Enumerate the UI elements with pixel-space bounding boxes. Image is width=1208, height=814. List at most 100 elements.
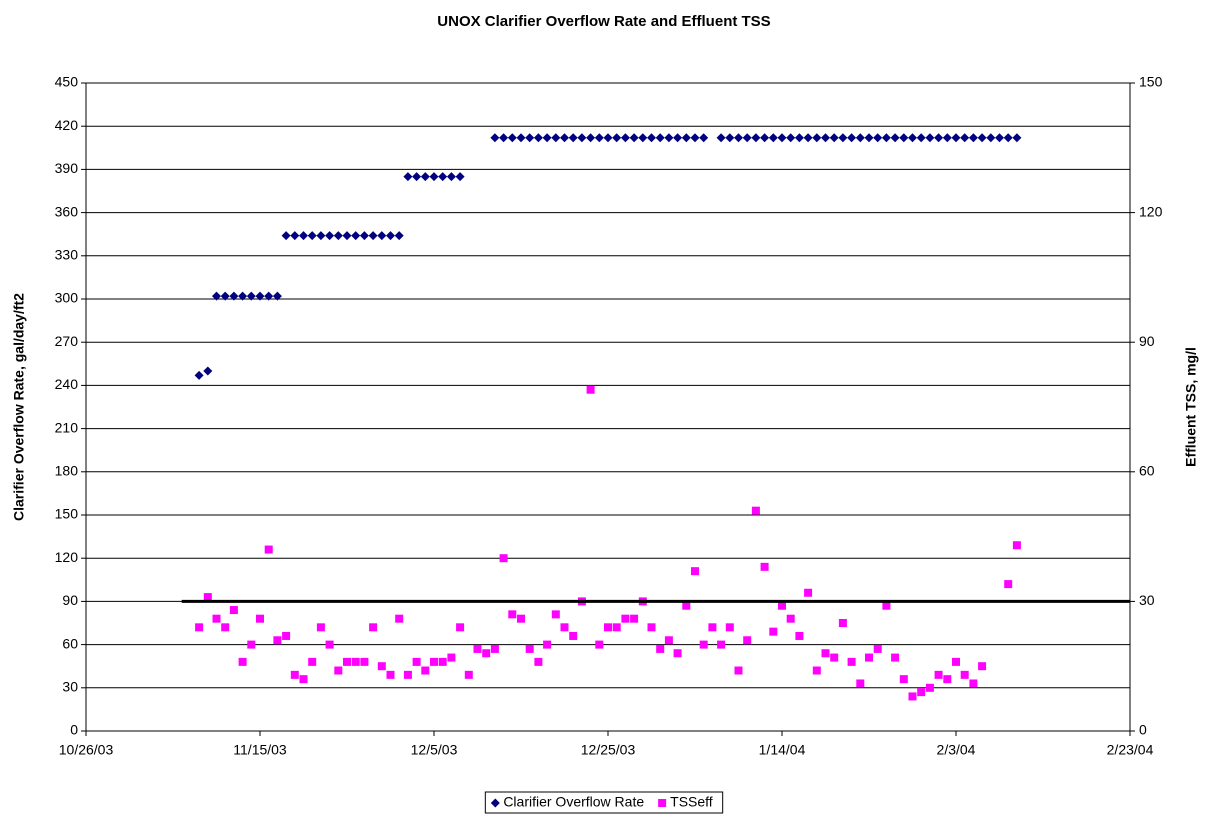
data-point xyxy=(517,614,525,623)
data-point xyxy=(977,133,987,143)
data-point xyxy=(664,636,673,645)
y-tick-label: 180 xyxy=(55,463,79,479)
data-point xyxy=(717,640,726,649)
data-point xyxy=(403,172,413,182)
data-point xyxy=(560,133,569,143)
data-point xyxy=(978,662,987,671)
data-point xyxy=(760,133,770,143)
data-point xyxy=(403,670,412,679)
data-point xyxy=(229,606,238,615)
data-point xyxy=(446,172,456,182)
data-point xyxy=(873,133,883,143)
data-point xyxy=(891,653,900,662)
data-point xyxy=(856,679,865,688)
data-point xyxy=(360,657,369,666)
data-point xyxy=(725,133,735,143)
data-point xyxy=(699,133,709,143)
data-point xyxy=(838,619,847,627)
data-point xyxy=(934,133,944,143)
y-tick-label: 120 xyxy=(55,549,79,565)
data-point xyxy=(594,133,604,143)
data-point xyxy=(551,610,560,619)
data-point xyxy=(499,133,509,143)
data-point xyxy=(560,623,569,632)
data-point xyxy=(394,231,404,241)
data-point xyxy=(421,666,430,675)
data-point xyxy=(447,653,456,662)
data-point xyxy=(203,593,212,602)
y2-axis-title: Effluent TSS, mg/l xyxy=(1183,347,1199,467)
x-tick-label: 11/15/03 xyxy=(233,742,287,758)
data-point xyxy=(307,231,317,241)
data-point xyxy=(377,662,386,671)
data-point xyxy=(221,623,230,632)
data-point xyxy=(1003,133,1013,143)
data-point xyxy=(751,133,761,143)
y-tick-label: 390 xyxy=(55,160,79,176)
data-point xyxy=(281,231,291,241)
data-point xyxy=(655,133,665,143)
y2-tick-label: 30 xyxy=(1139,592,1155,608)
data-point xyxy=(647,623,656,632)
data-point xyxy=(899,675,908,684)
y2-tick-label: 90 xyxy=(1139,333,1155,349)
data-point xyxy=(925,133,935,143)
x-tick-label: 2/23/04 xyxy=(1107,742,1154,758)
data-point xyxy=(195,623,204,632)
y-tick-label: 150 xyxy=(55,506,79,522)
data-point xyxy=(229,291,239,301)
data-point xyxy=(543,640,552,649)
data-point xyxy=(638,133,648,143)
data-point xyxy=(986,133,996,143)
x-tick-label: 12/5/03 xyxy=(411,742,458,758)
data-point xyxy=(742,133,752,143)
data-point xyxy=(290,231,300,241)
data-point xyxy=(768,133,778,143)
data-point xyxy=(795,631,804,640)
data-point xyxy=(438,657,447,666)
data-point xyxy=(369,623,378,632)
data-point xyxy=(568,133,578,143)
y-tick-label: 420 xyxy=(55,117,79,133)
data-point xyxy=(743,636,752,645)
data-point xyxy=(899,133,909,143)
data-point xyxy=(943,675,952,684)
data-point xyxy=(473,644,482,653)
y2-tick-label: 120 xyxy=(1139,203,1163,219)
y-tick-label: 360 xyxy=(55,203,79,219)
data-point xyxy=(525,133,535,143)
data-point xyxy=(699,640,708,649)
data-point xyxy=(604,623,612,632)
data-point xyxy=(412,657,421,666)
data-point xyxy=(882,601,891,610)
data-point xyxy=(664,133,674,143)
data-point xyxy=(212,614,221,623)
data-point xyxy=(586,385,595,394)
data-point xyxy=(821,649,830,658)
data-point xyxy=(316,231,326,241)
data-point xyxy=(847,657,856,666)
data-point xyxy=(794,133,804,143)
data-point xyxy=(647,133,656,143)
data-point xyxy=(890,133,900,143)
data-point xyxy=(612,133,622,143)
data-point xyxy=(917,688,926,697)
data-point xyxy=(534,657,543,666)
data-point xyxy=(629,133,639,143)
data-point xyxy=(908,133,917,143)
data-point xyxy=(203,366,213,376)
data-point xyxy=(708,623,717,632)
data-point xyxy=(482,649,491,658)
data-point xyxy=(865,653,873,662)
legend-box xyxy=(484,791,724,814)
data-point xyxy=(734,133,743,143)
data-point xyxy=(881,133,891,143)
data-point xyxy=(830,653,839,662)
data-point xyxy=(273,636,282,645)
data-point xyxy=(395,614,404,623)
data-point xyxy=(351,231,361,241)
data-point xyxy=(681,133,691,143)
data-point xyxy=(499,554,508,563)
data-point xyxy=(595,640,604,649)
data-point xyxy=(673,649,682,658)
